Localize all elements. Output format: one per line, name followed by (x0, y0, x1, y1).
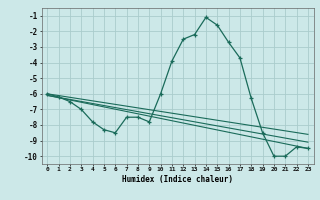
X-axis label: Humidex (Indice chaleur): Humidex (Indice chaleur) (122, 175, 233, 184)
